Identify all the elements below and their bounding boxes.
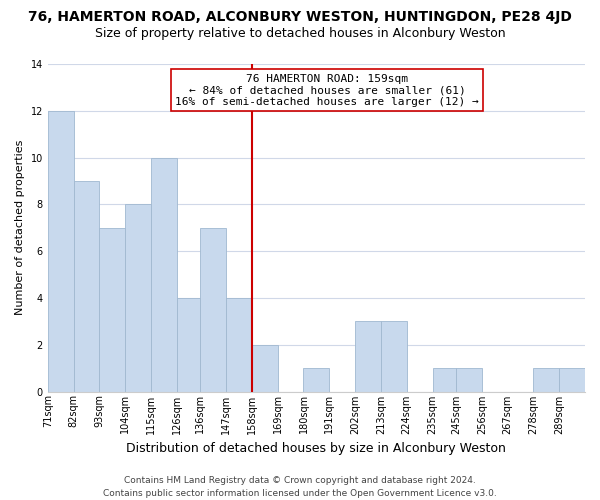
Bar — [533, 368, 559, 392]
Text: 76, HAMERTON ROAD, ALCONBURY WESTON, HUNTINGDON, PE28 4JD: 76, HAMERTON ROAD, ALCONBURY WESTON, HUN… — [28, 10, 572, 24]
Bar — [381, 322, 407, 392]
Text: Contains HM Land Registry data © Crown copyright and database right 2024.
Contai: Contains HM Land Registry data © Crown c… — [103, 476, 497, 498]
Y-axis label: Number of detached properties: Number of detached properties — [15, 140, 25, 316]
Bar — [48, 111, 74, 392]
Text: Size of property relative to detached houses in Alconbury Weston: Size of property relative to detached ho… — [95, 28, 505, 40]
Bar — [151, 158, 177, 392]
Bar — [226, 298, 252, 392]
Bar — [559, 368, 585, 392]
Text: 76 HAMERTON ROAD: 159sqm
← 84% of detached houses are smaller (61)
16% of semi-d: 76 HAMERTON ROAD: 159sqm ← 84% of detach… — [175, 74, 479, 107]
Bar — [252, 344, 278, 392]
Bar — [177, 298, 200, 392]
Bar — [304, 368, 329, 392]
Bar — [456, 368, 482, 392]
Bar — [100, 228, 125, 392]
Bar — [200, 228, 226, 392]
Bar — [125, 204, 151, 392]
Bar — [74, 181, 100, 392]
Bar — [355, 322, 381, 392]
X-axis label: Distribution of detached houses by size in Alconbury Weston: Distribution of detached houses by size … — [127, 442, 506, 455]
Bar — [433, 368, 456, 392]
